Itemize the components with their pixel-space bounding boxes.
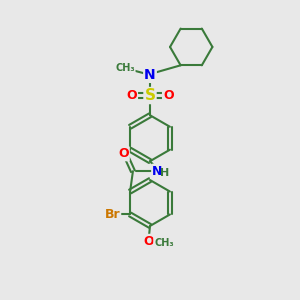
Text: N: N <box>152 165 163 178</box>
Text: O: O <box>163 89 174 102</box>
Text: CH₃: CH₃ <box>154 238 174 248</box>
Text: N: N <box>144 68 156 82</box>
Text: O: O <box>143 235 154 248</box>
Text: CH₃: CH₃ <box>115 63 135 74</box>
Text: Br: Br <box>105 208 120 221</box>
Text: H: H <box>160 168 169 178</box>
Text: O: O <box>126 89 137 102</box>
Text: O: O <box>118 147 129 160</box>
Text: S: S <box>145 88 155 103</box>
